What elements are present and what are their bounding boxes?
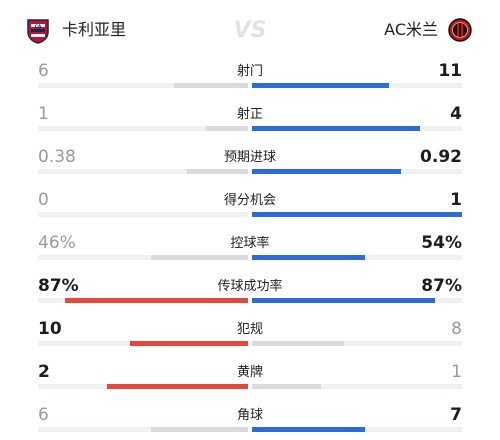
stat-label: 黄牌 <box>236 365 263 380</box>
home-stat-track <box>38 212 248 217</box>
home-stat-bar <box>130 341 248 346</box>
stat-row: 1 射正 4 <box>0 101 500 141</box>
stat-label: 射正 <box>236 107 263 122</box>
away-stat-track <box>252 298 462 303</box>
away-stat-track <box>252 384 462 389</box>
away-stat-track <box>252 427 462 432</box>
home-stat-track <box>38 298 248 303</box>
home-stat-track <box>38 427 248 432</box>
stat-row: 6 射门 11 <box>0 58 500 98</box>
stat-label: 射门 <box>236 64 263 79</box>
away-stat-value: 1 <box>450 190 462 210</box>
away-stat-bar <box>252 255 365 260</box>
away-stat-value: 8 <box>451 319 462 339</box>
away-stat-bar <box>252 169 401 174</box>
home-stat-bar <box>174 83 248 88</box>
stat-label: 预期进球 <box>223 150 276 165</box>
home-stat-bar <box>206 126 248 131</box>
away-stat-track <box>252 83 462 88</box>
stat-label: 控球率 <box>230 236 270 251</box>
away-stat-track <box>252 341 462 346</box>
svg-text:CA: CA <box>35 24 42 30</box>
home-stat-track <box>38 384 248 389</box>
match-header: CA 卡利亚里 VS AC米兰 <box>0 0 500 62</box>
home-team-name[interactable]: 卡利亚里 <box>62 20 127 39</box>
away-stat-bar <box>252 384 321 389</box>
home-stat-bar <box>187 169 248 174</box>
stat-label: 得分机会 <box>223 193 276 208</box>
stat-label: 传球成功率 <box>217 279 283 294</box>
home-stat-value: 87% <box>38 276 79 296</box>
stat-label: 犯规 <box>236 322 263 337</box>
home-stat-value: 0.38 <box>38 147 76 167</box>
away-stat-value: 7 <box>450 405 462 425</box>
away-team-name[interactable]: AC米兰 <box>384 20 438 39</box>
away-stat-value: 1 <box>451 362 462 382</box>
away-stat-track <box>252 169 462 174</box>
home-stat-track <box>38 126 248 131</box>
vs-label: VS <box>233 18 267 43</box>
away-stat-value: 0.92 <box>420 147 462 167</box>
stat-row: 6 角球 7 <box>0 402 500 440</box>
stat-row: 46% 控球率 54% <box>0 230 500 270</box>
home-stat-value: 46% <box>38 233 76 253</box>
stat-row: 0.38 预期进球 0.92 <box>0 144 500 184</box>
stat-row: 10 犯规 8 <box>0 316 500 356</box>
away-stat-bar <box>252 341 344 346</box>
away-stat-bar <box>252 298 435 303</box>
home-stat-bar <box>151 427 248 432</box>
away-stat-value: 54% <box>421 233 462 253</box>
away-stat-bar <box>252 212 462 217</box>
home-stat-bar <box>65 298 248 303</box>
home-stat-track <box>38 169 248 174</box>
away-stat-bar <box>252 427 365 432</box>
home-stat-track <box>38 83 248 88</box>
home-stat-value: 2 <box>38 362 50 382</box>
home-stat-value: 1 <box>38 104 49 124</box>
stat-label: 角球 <box>236 408 263 423</box>
away-stat-track <box>252 212 462 217</box>
away-stat-value: 87% <box>421 276 462 296</box>
away-stat-track <box>252 126 462 131</box>
away-stat-value: 11 <box>438 61 462 81</box>
home-stat-track <box>38 341 248 346</box>
stat-row: 87% 传球成功率 87% <box>0 273 500 313</box>
stat-row: 2 黄牌 1 <box>0 359 500 399</box>
home-stat-track <box>38 255 248 260</box>
ac-milan-crest-icon[interactable] <box>448 18 472 42</box>
away-stat-bar <box>252 126 420 131</box>
home-stat-value: 6 <box>38 405 49 425</box>
home-stat-bar <box>107 384 248 389</box>
away-stat-track <box>252 255 462 260</box>
home-stat-value: 10 <box>38 319 62 339</box>
home-stat-value: 6 <box>38 61 49 81</box>
away-stat-bar <box>252 83 389 88</box>
stat-row: 0 得分机会 1 <box>0 187 500 227</box>
home-stat-bar <box>151 255 248 260</box>
cagliari-crest-icon[interactable]: CA <box>26 18 50 44</box>
away-stat-value: 4 <box>450 104 462 124</box>
home-stat-value: 0 <box>38 190 49 210</box>
